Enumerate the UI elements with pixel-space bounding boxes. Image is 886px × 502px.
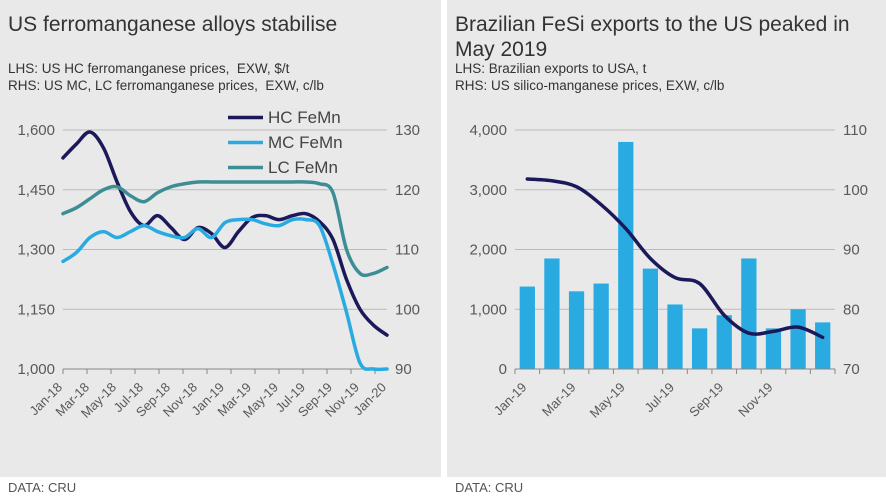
svg-text:1,000: 1,000	[17, 361, 55, 378]
svg-text:Mar-19: Mar-19	[539, 380, 579, 420]
svg-text:90: 90	[395, 361, 412, 378]
svg-text:130: 130	[395, 122, 420, 139]
svg-text:3,000: 3,000	[469, 182, 507, 199]
svg-text:110: 110	[395, 242, 419, 259]
svg-text:1,450: 1,450	[17, 182, 55, 199]
svg-text:70: 70	[843, 361, 860, 378]
svg-text:Nov-19: Nov-19	[735, 380, 775, 420]
svg-text:90: 90	[843, 242, 860, 259]
svg-text:Jul-19: Jul-19	[641, 380, 677, 416]
svg-text:120: 120	[395, 182, 420, 199]
svg-text:Jan-19: Jan-19	[491, 380, 530, 419]
svg-text:110: 110	[843, 122, 867, 139]
svg-text:May-19: May-19	[587, 380, 628, 421]
svg-text:1,600: 1,600	[17, 122, 55, 139]
svg-text:2,000: 2,000	[469, 242, 507, 259]
svg-text:100: 100	[843, 182, 868, 199]
svg-text:LC FeMn: LC FeMn	[268, 158, 338, 177]
svg-text:1,300: 1,300	[17, 242, 55, 259]
svg-text:4,000: 4,000	[469, 122, 507, 139]
svg-text:0: 0	[499, 361, 507, 378]
svg-text:1,150: 1,150	[17, 301, 55, 318]
svg-text:1,000: 1,000	[469, 301, 507, 318]
svg-text:HC FeMn: HC FeMn	[268, 108, 341, 127]
svg-text:100: 100	[395, 301, 420, 318]
svg-text:Sep-19: Sep-19	[686, 380, 726, 420]
svg-text:80: 80	[843, 301, 860, 318]
svg-text:MC FeMn: MC FeMn	[268, 133, 343, 152]
